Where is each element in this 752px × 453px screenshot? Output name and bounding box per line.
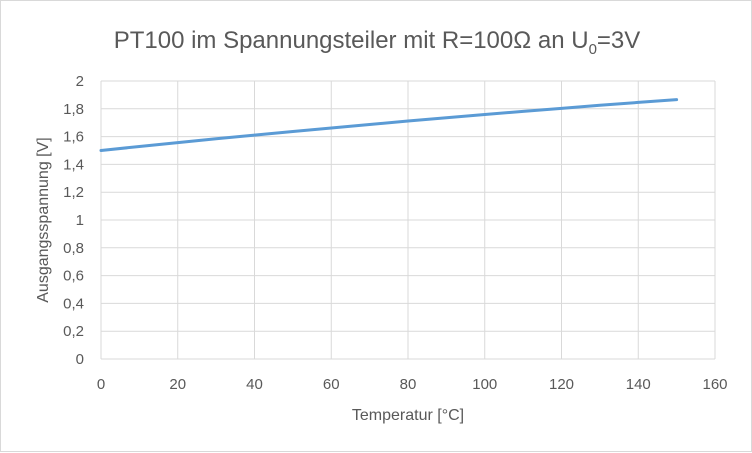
x-tick-label: 140: [626, 376, 651, 393]
chart-title-suffix: =3V: [597, 27, 640, 54]
x-tick-label: 160: [702, 376, 727, 393]
chart-title: PT100 im Spannungsteiler mit R=100Ω an U…: [114, 27, 641, 58]
y-tick-label: 1,6: [63, 129, 84, 146]
y-tick-label: 2: [76, 73, 84, 90]
x-tick-label: 40: [246, 376, 263, 393]
x-axis-ticks: 0 20 40 60 80 100 120 140 160: [97, 376, 728, 393]
y-axis-label: Ausgangsspannung [V]: [35, 137, 52, 302]
gridlines: [100, 80, 716, 360]
y-tick-label: 0,2: [63, 323, 84, 340]
x-tick-label: 100: [472, 376, 497, 393]
y-tick-label: 1: [76, 212, 84, 229]
series-line: [99, 98, 679, 152]
x-tick-label: 120: [549, 376, 574, 393]
chart-title-subscript: 0: [589, 41, 597, 58]
x-axis-label: Temperatur [°C]: [352, 407, 464, 424]
y-tick-label: 0: [76, 351, 84, 368]
y-tick-label: 0,4: [63, 295, 84, 312]
x-tick-label: 80: [400, 376, 417, 393]
series-layer: [99, 98, 679, 152]
y-tick-label: 1,2: [63, 184, 84, 201]
y-tick-label: 0,6: [63, 268, 84, 285]
chart-title-main: PT100 im Spannungsteiler mit R=100Ω an U: [114, 27, 589, 54]
x-tick-label: 60: [323, 376, 340, 393]
y-tick-label: 0,8: [63, 240, 84, 257]
x-tick-label: 20: [169, 376, 186, 393]
y-tick-label: 1,4: [63, 156, 84, 173]
y-axis-ticks: 0 0,2 0,4 0,6 0,8 1 1,2 1,4 1,6 1,8 2: [63, 73, 84, 368]
y-tick-label: 1,8: [63, 101, 84, 118]
x-tick-label: 0: [97, 376, 105, 393]
